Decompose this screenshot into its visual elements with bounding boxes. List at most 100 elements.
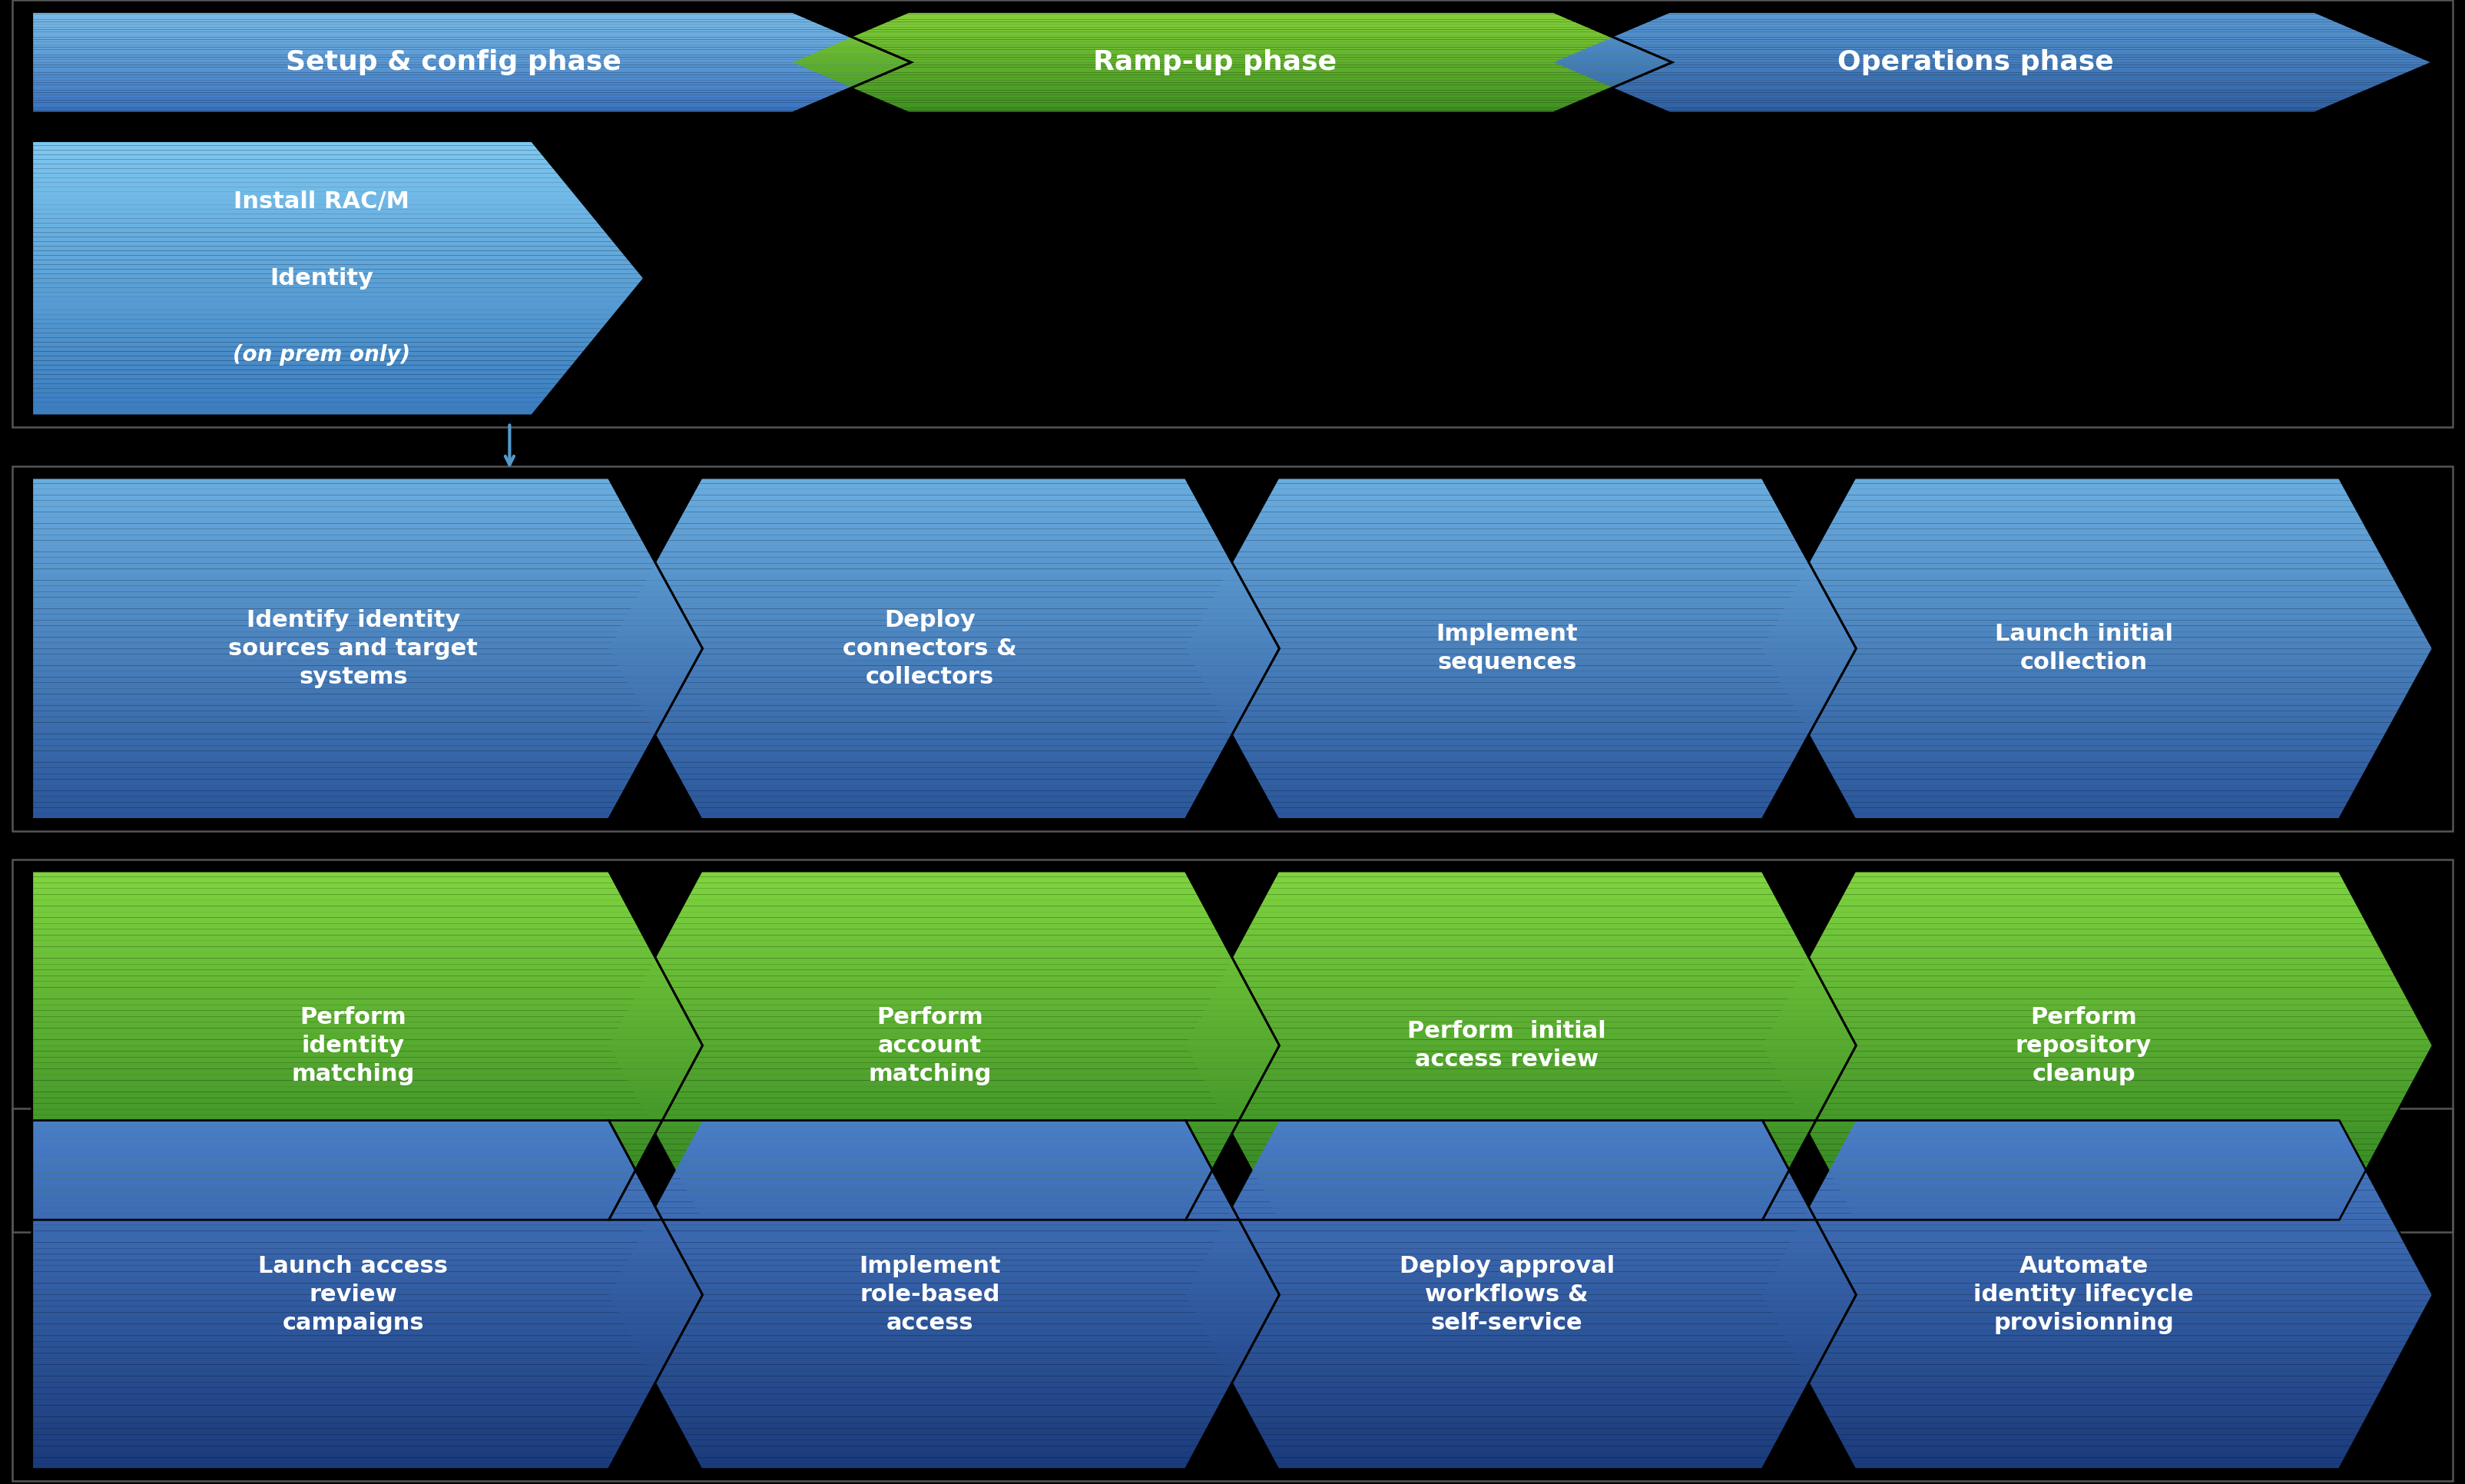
Polygon shape <box>32 478 611 484</box>
Polygon shape <box>1785 603 2411 608</box>
Polygon shape <box>32 500 624 506</box>
Polygon shape <box>32 1155 631 1160</box>
Polygon shape <box>1829 1166 2366 1172</box>
Polygon shape <box>1642 22 2344 24</box>
Polygon shape <box>1849 807 2347 813</box>
Polygon shape <box>1802 1370 2394 1376</box>
Text: Setup & config phase: Setup & config phase <box>286 49 621 76</box>
Polygon shape <box>1822 757 2374 763</box>
Polygon shape <box>636 1236 1252 1242</box>
Polygon shape <box>1649 102 2339 105</box>
Polygon shape <box>1583 74 2403 77</box>
Polygon shape <box>648 1370 1240 1376</box>
Polygon shape <box>1267 1196 1775 1202</box>
Polygon shape <box>32 1324 688 1330</box>
Polygon shape <box>32 1150 646 1156</box>
Polygon shape <box>1223 1220 1819 1226</box>
Polygon shape <box>32 200 584 205</box>
Polygon shape <box>1225 1214 1817 1220</box>
Polygon shape <box>887 19 1578 22</box>
Polygon shape <box>32 763 641 769</box>
Polygon shape <box>1765 1300 2430 1306</box>
Polygon shape <box>1795 1353 2401 1359</box>
Polygon shape <box>32 1266 690 1272</box>
Polygon shape <box>1186 1045 1856 1051</box>
Polygon shape <box>1210 1092 1831 1098</box>
Polygon shape <box>1785 1248 2411 1254</box>
Polygon shape <box>1565 55 2421 58</box>
Polygon shape <box>32 739 653 745</box>
Polygon shape <box>1620 91 2369 92</box>
Polygon shape <box>619 665 1269 671</box>
Polygon shape <box>1762 643 2433 649</box>
Polygon shape <box>32 496 621 500</box>
Polygon shape <box>32 80 870 83</box>
Polygon shape <box>1661 108 2327 110</box>
Polygon shape <box>611 1300 1277 1306</box>
Text: Perform
account
matching: Perform account matching <box>868 1006 991 1085</box>
Polygon shape <box>1223 1365 1819 1370</box>
Polygon shape <box>811 70 1654 73</box>
Polygon shape <box>1272 1457 1770 1463</box>
Polygon shape <box>1208 603 1834 608</box>
Polygon shape <box>32 1138 653 1144</box>
Polygon shape <box>1232 733 1809 739</box>
Polygon shape <box>32 971 666 976</box>
Polygon shape <box>1193 660 1849 665</box>
Polygon shape <box>1583 47 2403 49</box>
Polygon shape <box>675 1168 1213 1174</box>
Polygon shape <box>648 1214 1240 1220</box>
Polygon shape <box>1260 1184 1782 1190</box>
Polygon shape <box>32 1445 621 1451</box>
Polygon shape <box>1841 500 2354 506</box>
Polygon shape <box>892 16 1573 19</box>
Polygon shape <box>32 1162 641 1168</box>
Polygon shape <box>32 889 621 895</box>
Polygon shape <box>663 941 1225 947</box>
Polygon shape <box>1607 85 2379 88</box>
Polygon shape <box>32 999 680 1005</box>
Polygon shape <box>621 620 1267 626</box>
Polygon shape <box>823 74 1642 77</box>
Polygon shape <box>1817 745 2379 751</box>
Polygon shape <box>619 1063 1269 1068</box>
Polygon shape <box>1198 620 1844 626</box>
Polygon shape <box>1210 1242 1831 1248</box>
Polygon shape <box>609 1290 1279 1294</box>
Polygon shape <box>32 614 688 620</box>
Polygon shape <box>1247 1172 1795 1178</box>
Polygon shape <box>1829 524 2366 528</box>
Polygon shape <box>1240 1144 1802 1150</box>
Polygon shape <box>1265 791 1777 797</box>
Polygon shape <box>1831 518 2364 524</box>
Polygon shape <box>1799 574 2396 580</box>
Polygon shape <box>666 935 1223 941</box>
Polygon shape <box>695 1457 1193 1463</box>
Polygon shape <box>1787 1242 2408 1248</box>
Polygon shape <box>1267 496 1775 500</box>
Polygon shape <box>1829 917 2366 923</box>
Polygon shape <box>631 1336 1257 1342</box>
Polygon shape <box>629 1005 1260 1011</box>
Polygon shape <box>1787 1342 2408 1347</box>
Polygon shape <box>1797 711 2398 717</box>
Polygon shape <box>887 102 1578 105</box>
Polygon shape <box>32 74 882 77</box>
Polygon shape <box>693 801 1196 807</box>
Polygon shape <box>1230 959 1812 965</box>
Polygon shape <box>1590 45 2398 47</box>
Polygon shape <box>1225 1120 1817 1126</box>
Polygon shape <box>32 315 614 319</box>
Polygon shape <box>1809 1132 2386 1138</box>
Polygon shape <box>32 1110 668 1116</box>
Polygon shape <box>1846 1202 2349 1208</box>
Polygon shape <box>1785 999 2411 1005</box>
Polygon shape <box>1242 935 1799 941</box>
Polygon shape <box>32 733 656 739</box>
Polygon shape <box>32 1242 678 1248</box>
Polygon shape <box>32 264 636 269</box>
Polygon shape <box>1849 484 2347 490</box>
Polygon shape <box>1208 689 1834 695</box>
Polygon shape <box>32 993 678 999</box>
Text: Implement
role-based
access: Implement role-based access <box>860 1255 1001 1334</box>
